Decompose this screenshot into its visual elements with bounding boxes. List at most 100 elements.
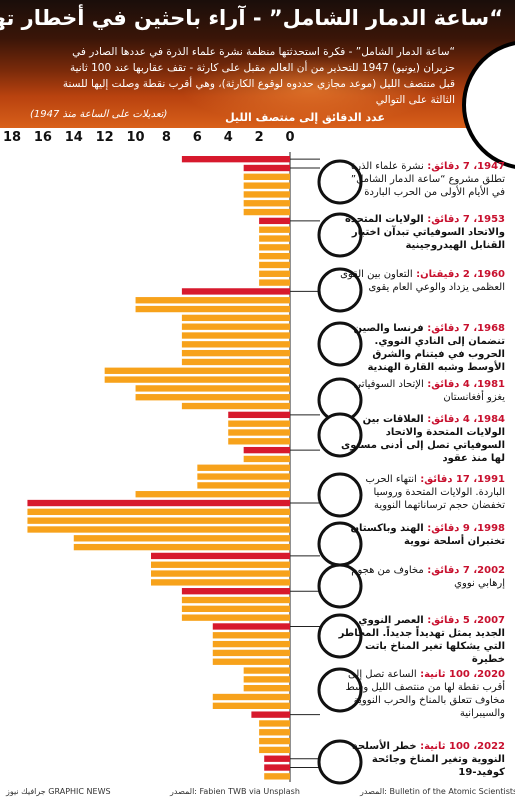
event-headline: الولايات المتحدة والاتحاد السوفياتي تبدآ… <box>344 214 505 251</box>
event-year: 1960، 2 دقيقتان: <box>412 269 505 280</box>
bar <box>259 244 290 251</box>
bar <box>135 385 290 392</box>
bar <box>243 191 290 198</box>
event-annotation: 1991، 17 دقائق: انتهاء الحرب الباردة. ال… <box>337 473 505 512</box>
event-annotation: 2002، 7 دقائق: مخاوف من هجوم إرهابي نووي <box>337 564 505 590</box>
bar <box>197 482 290 489</box>
event-headline: العلاقات بين الولايات المتحدة والاتحاد ا… <box>341 414 505 464</box>
bar <box>243 676 290 683</box>
bar <box>243 685 290 692</box>
event-text: الإتحاد السوفياتي يغزو أفغانستان <box>353 379 505 403</box>
event-text: التعاون بين القوى العظمى يزداد والوعي ال… <box>340 269 505 293</box>
bar-highlight <box>259 217 290 225</box>
bar <box>181 614 290 621</box>
x-tick-label: 4 <box>223 130 233 145</box>
event-year: 1953، 7 دقائق: <box>423 214 505 225</box>
event-clock-icon <box>317 267 363 313</box>
event-text: الساعة تصل إلى أقرب نقطة لها من منتصف ال… <box>345 669 505 719</box>
bar <box>259 226 290 233</box>
source-credit: المصدر: Bulletin of the Atomic Scientist… <box>360 787 515 796</box>
bar <box>259 746 290 754</box>
x-tick-label: 8 <box>161 130 171 145</box>
x-axis-ticks: 18 16 14 12 10 8 6 4 2 0 <box>0 128 300 152</box>
bar <box>264 773 290 780</box>
bar <box>259 720 290 727</box>
x-tick-label: 10 <box>126 130 145 145</box>
event-year: 1968، 7 دقائق: <box>423 323 505 334</box>
bar <box>228 429 290 436</box>
x-tick-label: 12 <box>95 130 114 145</box>
bar <box>259 279 290 286</box>
bar <box>212 632 290 639</box>
bar-highlight <box>243 446 290 454</box>
page-title: “ساعة الدمار الشامل” - آراء باحثين في أخ… <box>0 6 503 30</box>
event-text: نشرة علماء الذرة تطلق مشروع “ساعة الدمار… <box>350 161 505 198</box>
bar <box>104 376 291 383</box>
bar <box>259 261 290 269</box>
bar <box>212 702 290 709</box>
bar-highlight <box>181 588 290 595</box>
bar-highlight <box>243 164 290 172</box>
event-annotation: 1947، 7 دقائق: نشرة علماء الذرة تطلق مشر… <box>337 160 505 199</box>
bar <box>259 252 290 260</box>
event-headline: الهند وباكستان تختبران أسلحة نووية <box>350 523 505 547</box>
bar <box>181 402 290 410</box>
bar <box>228 420 290 427</box>
bar-highlight <box>181 288 290 295</box>
x-tick-label: 6 <box>192 130 202 145</box>
bar <box>228 438 290 445</box>
bar <box>181 332 290 339</box>
bar <box>243 200 290 207</box>
event-year: 1947، 7 دقائق: <box>423 161 505 172</box>
bar <box>27 508 290 516</box>
bar-highlight <box>151 552 290 560</box>
bar <box>243 667 290 674</box>
bar <box>259 729 290 736</box>
bar <box>151 561 290 568</box>
event-clock-icon <box>317 212 363 258</box>
bar <box>259 235 290 242</box>
event-headline: العصر النووي الجديد يمثل تهديداً جديداً.… <box>338 615 505 665</box>
event-year: 1984، 4 دقائق: <box>423 414 505 425</box>
bar <box>181 358 290 366</box>
axis-label: عدد الدقائق إلى منتصف الليل <box>225 111 385 124</box>
event-clock-icon <box>317 159 363 205</box>
event-year: 1991، 17 دقائق: <box>416 474 505 485</box>
event-clock-icon <box>317 613 363 659</box>
event-annotation: 1998، 9 دقائق: الهند وباكستان تختبران أس… <box>337 522 505 548</box>
bar <box>243 455 290 463</box>
bar <box>243 208 290 216</box>
intro-text: “ساعة الدمار الشامل” - فكرة استحدثتها من… <box>62 46 455 106</box>
bar <box>259 270 290 277</box>
photo-credit: المصدر: Fabien TWB via Unsplash <box>170 787 300 796</box>
bar <box>135 305 290 313</box>
event-annotation: 1984، 4 دقائق: العلاقات بين الولايات الم… <box>337 413 505 465</box>
x-tick-label: 16 <box>33 130 52 145</box>
bar <box>197 464 290 471</box>
bar <box>243 182 290 189</box>
bar <box>73 535 291 542</box>
bar <box>212 649 290 657</box>
bar <box>151 579 290 586</box>
event-annotation: 2007، 5 دقائق: العصر النووي الجديد يمثل … <box>337 614 505 666</box>
event-clock-icon <box>317 739 363 785</box>
event-text: مخاوف من هجوم إرهابي نووي <box>351 565 505 589</box>
axis-subtitle: (تعديلات على الساعة منذ 1947) <box>30 109 168 120</box>
bar <box>151 570 290 577</box>
bar <box>197 473 290 480</box>
event-text: انتهاء الحرب الباردة. الولايات المتحدة و… <box>365 474 505 511</box>
bar-highlight <box>27 499 290 507</box>
event-headline: خطر الأسلحة النووية وتغير المناخ وجائحة … <box>351 741 505 778</box>
event-headline: فرنسا والصين تنضمان إلى النادي النووي. ا… <box>353 323 505 373</box>
bar <box>104 367 291 374</box>
bar <box>135 491 290 498</box>
x-tick-label: 0 <box>285 130 295 145</box>
x-tick-label: 2 <box>254 130 264 145</box>
header-banner: “ساعة الدمار الشامل” - آراء باحثين في أخ… <box>0 0 515 170</box>
bar-highlight <box>181 156 290 163</box>
bar-highlight <box>212 623 290 630</box>
bar-highlight <box>264 764 290 771</box>
bar <box>212 658 290 665</box>
